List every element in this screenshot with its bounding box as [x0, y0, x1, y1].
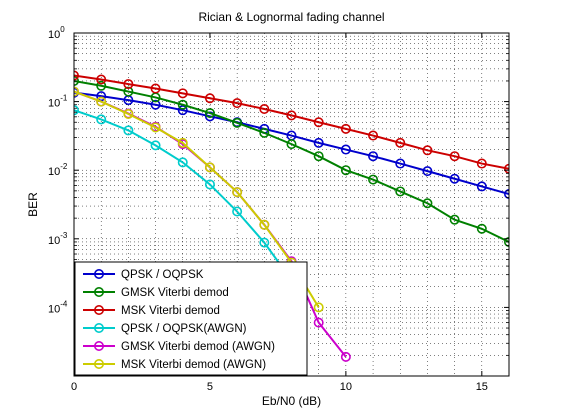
- series-4: [74, 105, 297, 286]
- data-point: [177, 157, 188, 168]
- x-axis-label: Eb/N0 (dB): [262, 394, 321, 408]
- legend-marker: [94, 304, 105, 315]
- data-point: [232, 117, 243, 128]
- data-point: [286, 139, 297, 150]
- x-tick-label: 15: [476, 381, 488, 393]
- data-point: [368, 174, 379, 185]
- data-point: [313, 117, 324, 128]
- data-point: [368, 130, 379, 141]
- series-line: [74, 79, 509, 243]
- data-point: [368, 151, 379, 162]
- data-point: [177, 88, 188, 99]
- y-axis-label: BER: [26, 192, 40, 217]
- data-point: [259, 237, 270, 248]
- y-tick-label: 10-4: [48, 299, 68, 315]
- data-point: [150, 140, 161, 151]
- data-point: [232, 187, 243, 198]
- data-point: [232, 206, 243, 217]
- data-point: [204, 162, 215, 173]
- axes-frame: [73, 32, 510, 377]
- legend-marker: [94, 358, 105, 369]
- data-point: [232, 98, 243, 109]
- series-2: [74, 75, 509, 247]
- data-point: [395, 158, 406, 169]
- data-point: [123, 125, 134, 136]
- chart-title: Rician & Lognormal fading channel: [198, 10, 384, 24]
- x-tick-label: 5: [207, 381, 213, 393]
- data-point: [476, 181, 487, 192]
- data-point: [422, 198, 433, 209]
- data-point: [150, 122, 161, 133]
- legend-box: [74, 261, 308, 376]
- data-point: [123, 86, 134, 97]
- data-point: [204, 93, 215, 104]
- legend-marker: [94, 340, 105, 351]
- data-point: [96, 91, 107, 102]
- data-point: [422, 145, 433, 156]
- x-tick-label: 10: [340, 381, 352, 393]
- data-point: [449, 173, 460, 184]
- y-tick-label: 100: [48, 25, 65, 41]
- data-point: [340, 165, 351, 176]
- legend-entry: GMSK Viterbi demod: [83, 286, 229, 299]
- data-point: [204, 179, 215, 190]
- legend-marker: [94, 268, 105, 279]
- data-point: [313, 137, 324, 148]
- data-point: [259, 104, 270, 115]
- y-tick-label: 10-3: [48, 231, 68, 247]
- y-tick-label: 10-1: [48, 94, 68, 110]
- data-point: [476, 223, 487, 234]
- data-point: [313, 302, 324, 313]
- legend-label: QPSK / OQPSK: [121, 269, 204, 281]
- data-point: [340, 351, 351, 362]
- data-point: [313, 317, 324, 328]
- legend-entry: QPSK / OQPSK: [83, 268, 204, 281]
- data-point: [395, 186, 406, 197]
- legend-label: QPSK / OQPSK(AWGN): [121, 323, 247, 335]
- data-point: [259, 219, 270, 230]
- data-point: [150, 99, 161, 110]
- data-point: [395, 137, 406, 148]
- legend-marker: [94, 286, 105, 297]
- data-point: [449, 151, 460, 162]
- data-point: [286, 110, 297, 121]
- legend-label: GMSK Viterbi demod: [121, 287, 229, 299]
- data-point: [204, 108, 215, 119]
- data-point: [340, 123, 351, 134]
- legend: QPSK / OQPSK GMSK Viterbi demod MSK Viterb…: [74, 261, 308, 376]
- legend-label: MSK Viterbi demod (AWGN): [121, 359, 266, 371]
- legend-entry: MSK Viterbi demod: [83, 304, 220, 317]
- legend-entry: GMSK Viterbi demod (AWGN): [83, 340, 275, 353]
- data-point: [449, 214, 460, 225]
- data-point: [177, 99, 188, 110]
- legend-entry: MSK Viterbi demod (AWGN): [83, 358, 266, 371]
- data-point: [96, 96, 107, 107]
- data-point: [340, 144, 351, 155]
- data-point: [259, 127, 270, 138]
- legend-marker: [94, 322, 105, 333]
- data-point: [422, 166, 433, 177]
- legend-entry: QPSK / OQPSK(AWGN): [83, 322, 247, 335]
- series-line: [74, 109, 293, 281]
- data-point: [177, 105, 188, 116]
- data-point: [96, 80, 107, 91]
- data-point: [96, 74, 107, 85]
- series-line: [74, 91, 509, 195]
- legend-label: MSK Viterbi demod: [121, 305, 220, 317]
- data-point: [177, 137, 188, 148]
- series-line: [74, 90, 320, 308]
- legend-label: GMSK Viterbi demod (AWGN): [121, 341, 275, 353]
- data-point: [476, 158, 487, 169]
- data-point: [123, 79, 134, 90]
- grid-lines: [74, 33, 509, 376]
- data-point: [150, 83, 161, 94]
- x-tick-label: 0: [71, 381, 77, 393]
- y-tick-label: 10-2: [48, 162, 68, 178]
- data-point: [96, 114, 107, 125]
- data-point: [313, 151, 324, 162]
- data-point: [123, 108, 134, 119]
- series-line: [74, 74, 509, 170]
